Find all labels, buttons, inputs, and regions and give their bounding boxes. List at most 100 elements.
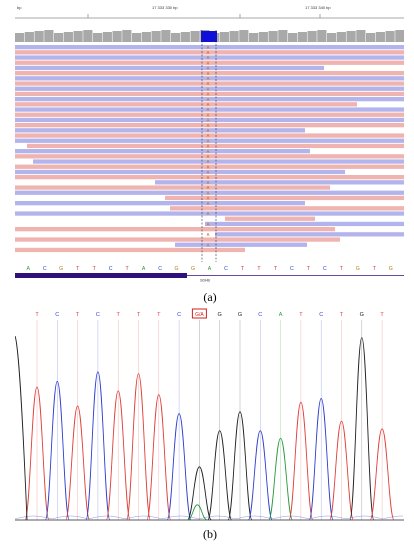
sequencing-read <box>15 247 245 253</box>
reference-base: A <box>208 266 212 272</box>
sequencing-read <box>15 138 404 143</box>
reference-base: A <box>142 266 146 272</box>
sequencing-read <box>15 201 305 206</box>
read-variant-base: A <box>206 180 209 185</box>
reference-base: G <box>175 266 179 272</box>
read-variant-base: A <box>206 118 209 123</box>
sequencing-read <box>15 169 345 175</box>
read-variant-base: A <box>206 242 209 247</box>
coverage-bar <box>258 32 268 42</box>
base-call: G/A <box>195 312 204 318</box>
reference-base: T <box>307 266 311 272</box>
chromatogram-peak <box>247 430 273 521</box>
coverage-bar <box>307 31 317 42</box>
read-variant-base: A <box>206 164 209 169</box>
coverage-bar <box>141 32 151 42</box>
base-call: G <box>218 312 222 318</box>
read-variant-base: A <box>206 190 209 195</box>
coverage-bar <box>317 30 327 42</box>
reference-base: C <box>224 266 228 272</box>
coverage-bar <box>356 30 366 42</box>
reference-base: C <box>290 266 294 272</box>
read-variant-base: A <box>206 154 209 159</box>
read-variant-base: A <box>206 107 209 112</box>
coverage-bar <box>161 30 171 42</box>
read-variant-base: A <box>206 66 209 71</box>
reference-base: T <box>76 266 80 272</box>
coverage-bar <box>93 33 103 42</box>
read-variant-base: A <box>206 71 209 76</box>
coverage-bar <box>54 33 64 42</box>
chromatogram-peak <box>207 430 233 521</box>
coverage-bar <box>73 31 83 42</box>
read-variant-base: A <box>206 112 209 117</box>
reference-base: G <box>59 266 63 272</box>
reference-base: C <box>43 266 47 272</box>
read-variant-base: A <box>206 185 209 190</box>
read-variant-base: A <box>206 149 209 154</box>
read-variant-base: A <box>206 159 209 164</box>
read-variant-base: A <box>206 175 209 180</box>
gene-label: SDHB <box>200 279 210 283</box>
base-call: C <box>258 312 262 318</box>
read-variant-base: A <box>206 133 209 138</box>
coverage-bar <box>375 32 385 42</box>
coverage-bar <box>229 31 239 42</box>
sequencing-read <box>15 175 404 180</box>
reference-base: T <box>93 266 97 272</box>
sequencing-read <box>205 221 404 227</box>
read-variant-base: A <box>206 102 209 107</box>
sequencing-read <box>27 143 404 149</box>
chromatogram-peak-partial <box>14 335 28 521</box>
coverage-bar <box>366 33 376 42</box>
coverage-bar <box>327 33 337 42</box>
chromatogram-peak <box>44 380 70 521</box>
baseline-noise <box>14 515 404 520</box>
sequencing-read <box>155 180 404 185</box>
reference-base: T <box>126 266 130 272</box>
sequencing-read <box>15 128 305 133</box>
coverage-bar <box>180 32 190 42</box>
coverage-bar <box>151 31 161 42</box>
read-variant-base: A <box>206 86 209 91</box>
chromatogram-peak <box>329 420 354 521</box>
read-variant-base: A <box>206 144 209 149</box>
base-call: G <box>360 312 364 318</box>
sequencing-read <box>15 86 404 91</box>
read-variant-base: A <box>206 81 209 86</box>
chromatogram-peak <box>369 428 395 521</box>
read-variant-base: A <box>206 76 209 81</box>
sequencing-read <box>15 91 404 97</box>
read-variant-base: A <box>206 170 209 175</box>
chromatogram-peak <box>105 390 131 521</box>
coverage-bar <box>190 31 200 42</box>
chromatogram-peak <box>126 373 151 521</box>
coverage-bar <box>15 33 25 42</box>
coverage-bar <box>278 30 288 42</box>
base-call: C <box>55 312 59 318</box>
coverage-bar <box>249 33 259 42</box>
base-call: A <box>279 312 283 318</box>
sequencing-read <box>15 55 404 60</box>
sequencing-read <box>15 60 404 65</box>
read-variant-base: A <box>206 97 209 102</box>
coverage-bar <box>132 33 142 42</box>
coverage-bar <box>385 31 395 42</box>
coverage-bar <box>346 31 356 42</box>
base-call: T <box>117 312 121 318</box>
sequencing-read <box>165 195 404 201</box>
chromatogram-peak <box>166 413 192 521</box>
chromatogram-peak <box>349 337 375 521</box>
reference-base: T <box>257 266 261 272</box>
ruler-label: 17 333 340 bp <box>305 5 331 10</box>
reference-base: G <box>191 266 195 272</box>
read-variant-base: A <box>206 50 209 55</box>
ruler-label: 17 333 330 bp <box>152 5 178 10</box>
read-variant-base: A <box>206 60 209 65</box>
ruler-label: bp <box>17 5 22 10</box>
coverage-bar <box>112 31 122 42</box>
caption-b: (b) <box>203 527 217 541</box>
coverage-bar <box>288 33 298 42</box>
sequencing-read <box>15 65 324 71</box>
sequencing-read <box>33 159 404 164</box>
